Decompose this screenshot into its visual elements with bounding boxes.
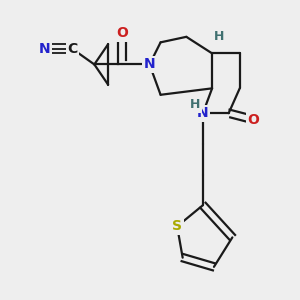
Text: O: O	[248, 112, 260, 127]
Text: S: S	[172, 219, 182, 233]
Text: N: N	[39, 42, 50, 56]
Text: O: O	[116, 26, 128, 40]
Text: N: N	[197, 106, 209, 120]
Text: C: C	[67, 42, 77, 56]
Text: N: N	[144, 57, 155, 71]
Text: H: H	[190, 98, 201, 111]
Text: H: H	[214, 30, 225, 43]
